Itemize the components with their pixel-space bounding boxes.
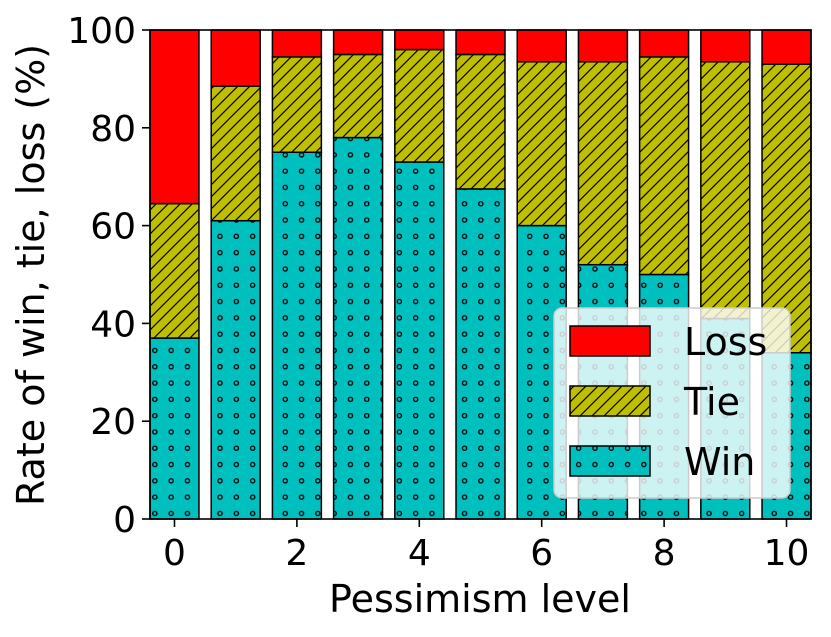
bar-win-hatch-0 — [150, 338, 199, 519]
bar-tie-hatch-1 — [211, 86, 261, 221]
legend-label-tie: Tie — [683, 380, 740, 424]
bar-tie-hatch-6 — [517, 61, 567, 226]
bar-loss-6 — [517, 30, 567, 62]
bar-tie-hatch-2 — [272, 56, 322, 153]
axes-layer: 0 20 40 60 80 100 0 2 4 6 8 10 — [67, 11, 812, 574]
bar-loss-8 — [639, 30, 689, 57]
plot-frame — [149, 29, 812, 520]
x-tick-label: 4 — [408, 533, 431, 574]
bar-loss-10 — [762, 30, 811, 65]
bar-tie-hatch-7 — [578, 61, 628, 265]
y-tick-label: 60 — [90, 207, 136, 248]
x-tick-label: 8 — [653, 533, 676, 574]
bar-loss-3 — [333, 30, 383, 55]
bar-win-hatch-2 — [272, 152, 322, 519]
y-axis-label: Rate of win, tie, loss (%) — [9, 44, 53, 506]
bar-tie-hatch-10 — [762, 64, 811, 353]
legend-swatch-outline-tie — [569, 385, 651, 417]
legend: Loss Tie Win — [553, 307, 791, 499]
y-tick-label: 0 — [113, 500, 136, 541]
legend-swatch-hatch-win — [570, 446, 650, 476]
bar-tie-hatch-8 — [639, 56, 689, 275]
bar-loss-9 — [700, 30, 750, 62]
legend-swatch-outline-win — [569, 445, 651, 477]
bar-loss-5 — [456, 30, 505, 55]
legend-label-loss: Loss — [684, 320, 767, 364]
bar-win-hatch-3 — [333, 137, 383, 519]
bar-win-hatch-1 — [211, 220, 261, 519]
bar-loss-1 — [211, 30, 261, 87]
x-axis-label: Pessimism level — [329, 577, 631, 621]
x-tick-label: 2 — [285, 533, 308, 574]
legend-swatch-outline-loss — [569, 325, 651, 357]
bar-loss-7 — [578, 30, 628, 62]
bar-loss-4 — [394, 30, 444, 50]
y-tick-label: 40 — [90, 304, 136, 345]
y-tick-label: 80 — [90, 109, 136, 150]
bar-loss-2 — [272, 30, 322, 57]
bar-tie-hatch-4 — [394, 49, 444, 163]
bar-win-hatch-4 — [394, 162, 444, 519]
legend-swatch-hatch-tie — [570, 386, 650, 416]
bar-loss-0 — [150, 30, 199, 204]
y-tick-label: 20 — [90, 402, 136, 443]
y-tick-label: 100 — [67, 11, 136, 52]
bar-tie-hatch-0 — [150, 203, 199, 339]
bar-tie-hatch-9 — [700, 61, 750, 319]
legend-label-win: Win — [684, 440, 755, 484]
x-tick-label: 10 — [764, 533, 810, 574]
x-tick-label: 0 — [163, 533, 186, 574]
bar-win-hatch-5 — [456, 188, 505, 520]
bar-tie-hatch-5 — [456, 54, 505, 189]
bar-tie-hatch-3 — [333, 54, 383, 138]
legend-swatch-loss — [570, 326, 650, 356]
x-tick-label: 6 — [530, 533, 553, 574]
